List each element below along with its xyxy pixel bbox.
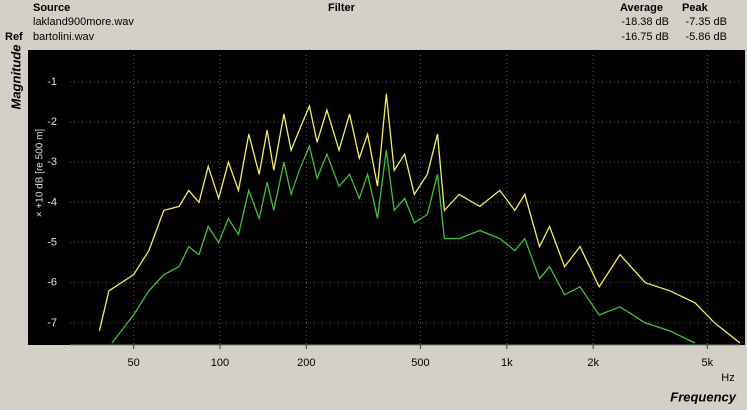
- x-tick-label: 100: [211, 357, 229, 369]
- cell: -5.86 dB: [685, 31, 727, 43]
- cell: bartolini.wav: [33, 31, 95, 43]
- x-axis-label: Frequency: [670, 389, 737, 404]
- y-tick-label: -5: [47, 236, 57, 248]
- cell: -7.35 dB: [685, 16, 727, 28]
- x-tick-label: 1k: [501, 357, 513, 369]
- plot-lines: [98, 93, 740, 344]
- column-header: Filter: [328, 2, 356, 14]
- series-line: [98, 93, 740, 344]
- y-axis-label: Magnitude: [8, 45, 23, 110]
- y-tick-label: -6: [47, 277, 57, 289]
- column-header: Average: [620, 2, 663, 14]
- cell: lakland900more.wav: [33, 16, 134, 28]
- row-label: Ref: [5, 31, 23, 43]
- y-tick-label: -2: [47, 116, 57, 128]
- column-header: Peak: [682, 2, 709, 14]
- x-tick-label: 500: [411, 357, 429, 369]
- series-line: [111, 144, 696, 344]
- y-tick-label: -4: [47, 196, 57, 208]
- x-tick-label: 5k: [702, 357, 714, 369]
- x-tick-label: 200: [297, 357, 315, 369]
- x-tick-label: 50: [128, 357, 140, 369]
- cell: -16.75 dB: [621, 31, 669, 43]
- x-unit-label: Hz: [721, 372, 734, 384]
- y-unit-label: × +10 dB [re 500 m]: [35, 129, 46, 218]
- column-header: Source: [33, 2, 70, 14]
- source-table: Source Filter Average Peak: [33, 2, 709, 14]
- y-tick-label: -7: [47, 317, 57, 329]
- y-tick-label: -1: [47, 76, 57, 88]
- x-tick-label: 2k: [587, 357, 599, 369]
- cell: -18.38 dB: [621, 16, 669, 28]
- y-tick-label: -3: [47, 156, 57, 168]
